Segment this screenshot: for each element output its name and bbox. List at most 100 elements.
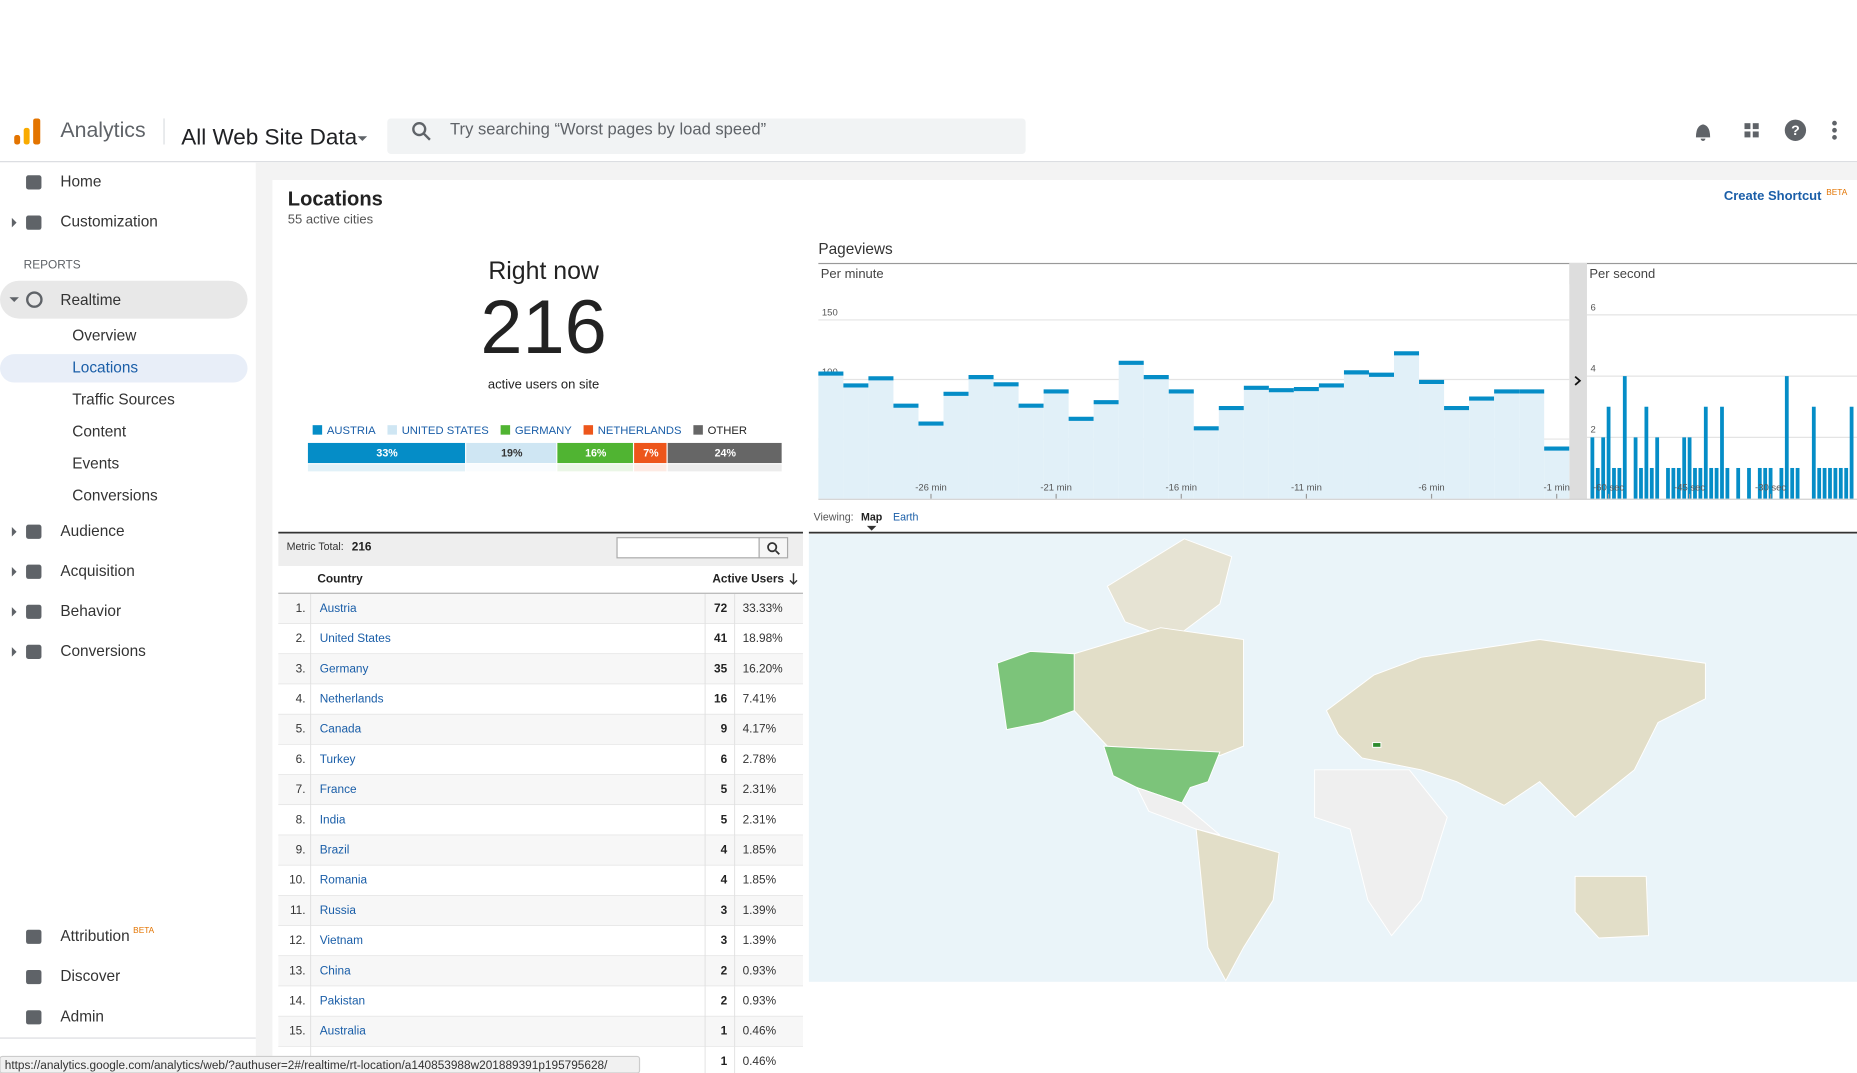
country-link[interactable]: Brazil: [320, 842, 350, 856]
bar: [1833, 467, 1838, 499]
nav-item[interactable]: Customization: [60, 214, 157, 231]
y-tick-label: 2: [1591, 425, 1596, 436]
row-rank: 8.: [296, 812, 306, 826]
active-users-percent: 18.98%: [743, 631, 784, 645]
search-box[interactable]: [387, 118, 1026, 154]
col-border: [734, 865, 736, 896]
country-link[interactable]: Austria: [320, 601, 357, 615]
country-link[interactable]: Netherlands: [320, 691, 384, 705]
row-border: [278, 1015, 803, 1017]
help-icon[interactable]: [1784, 119, 1807, 141]
viewing-label: Viewing:: [814, 511, 854, 523]
row-border: [278, 744, 803, 745]
country-link[interactable]: Australia: [320, 1024, 366, 1038]
table-search[interactable]: [616, 537, 760, 559]
country-link[interactable]: United States: [320, 631, 391, 645]
bar: [1666, 467, 1670, 499]
bar: [868, 378, 894, 499]
nav-subitem[interactable]: Events: [72, 455, 119, 472]
legend-swatch: [312, 425, 323, 435]
nav-item[interactable]: Behavior: [60, 603, 121, 620]
country-link[interactable]: China: [320, 963, 351, 977]
country-link[interactable]: Russia: [320, 903, 357, 917]
nav-item[interactable]: Conversions: [60, 643, 146, 660]
country-link[interactable]: Turkey: [320, 752, 356, 766]
active-users: 2: [721, 963, 728, 977]
x-tick-label: -26 min: [915, 482, 947, 493]
country-link[interactable]: France: [320, 782, 357, 796]
column-header[interactable]: Country: [317, 571, 363, 585]
active-users: 2: [721, 993, 728, 1007]
bar: [1693, 467, 1697, 499]
more-icon[interactable]: [1832, 120, 1837, 140]
apps-icon[interactable]: [1744, 123, 1759, 138]
country-link[interactable]: India: [320, 812, 346, 826]
country-link[interactable]: Germany: [320, 661, 369, 675]
table-search-button[interactable]: [758, 537, 789, 559]
nav-item[interactable]: Realtime: [60, 292, 121, 309]
map[interactable]: [808, 534, 1857, 982]
breakdown-segment: [634, 442, 667, 464]
nav-subitem[interactable]: Content: [72, 423, 127, 440]
table-body: 1. Austria 72 33.33%2. United States 41 18.98%…: [278, 593, 803, 1073]
nav-subitem[interactable]: Traffic Sources: [72, 391, 175, 408]
expand-arrow[interactable]: [1574, 375, 1582, 386]
nav-item[interactable]: Home: [60, 173, 101, 190]
sort-arrow[interactable]: [789, 573, 798, 585]
expand-caret[interactable]: [11, 567, 17, 577]
bar: [1118, 362, 1144, 499]
nav-item[interactable]: Attribution: [60, 928, 129, 945]
column-header[interactable]: Active Users: [712, 571, 784, 585]
row-rank: 4.: [296, 691, 306, 705]
bar: [1293, 389, 1319, 499]
col-border: [310, 895, 312, 926]
nav-item[interactable]: Audience: [60, 523, 124, 540]
view-option[interactable]: Earth: [893, 511, 919, 523]
metric-label: Metric Total:: [287, 541, 344, 553]
chart-divider[interactable]: [1569, 262, 1587, 499]
expand-caret[interactable]: [11, 527, 17, 537]
legend-label: NETHERLANDS: [598, 425, 682, 437]
country-link[interactable]: Canada: [320, 722, 362, 736]
expand-caret[interactable]: [11, 647, 17, 657]
nav-subitem[interactable]: Locations: [72, 359, 138, 376]
bar: [1243, 387, 1269, 499]
per-second-chart: Per second 2 4 6 -60 sec -45 sec -30 sec: [1586, 266, 1857, 499]
active-users: 3: [721, 933, 728, 947]
search-glyph: [775, 550, 780, 555]
nav-icon: [26, 215, 42, 230]
nav-item[interactable]: Discover: [60, 968, 120, 985]
col-border: [310, 593, 312, 624]
bar: [1703, 406, 1708, 499]
nav-subitem[interactable]: Conversions: [72, 487, 158, 504]
property-selector[interactable]: All Web Site Data: [181, 125, 357, 150]
nav-item[interactable]: Acquisition: [60, 563, 134, 580]
active-users-percent: 0.93%: [743, 963, 777, 977]
expand-caret[interactable]: [11, 607, 17, 617]
segment-label: 16%: [585, 447, 607, 459]
nav-icon: [26, 929, 42, 944]
nav-item[interactable]: Admin: [60, 1008, 104, 1025]
legend-label: AUSTRIA: [327, 425, 376, 437]
country-link[interactable]: Pakistan: [320, 993, 365, 1007]
country-link[interactable]: Vietnam: [320, 933, 363, 947]
segment-label: 33%: [376, 447, 398, 459]
notifications-icon[interactable]: [1695, 124, 1711, 141]
segment-label: 19%: [501, 447, 523, 459]
nav-subitem[interactable]: Overview: [72, 327, 137, 344]
create-shortcut[interactable]: Create Shortcut: [1724, 188, 1822, 203]
search-placeholder[interactable]: Try searching “Worst pages by load speed…: [450, 120, 766, 139]
country-link[interactable]: Romania: [320, 873, 368, 887]
view-option[interactable]: Map: [861, 511, 883, 523]
dropdown-caret[interactable]: [357, 136, 368, 141]
bar: [1714, 467, 1719, 499]
bar: [968, 377, 994, 499]
expand-caret[interactable]: [9, 297, 19, 303]
bar: [818, 373, 844, 499]
table-header: [278, 566, 803, 594]
expand-caret[interactable]: [11, 217, 17, 228]
table-row: [278, 593, 803, 624]
table-row: [278, 865, 803, 896]
row-border: [278, 955, 803, 957]
bar: [1494, 391, 1520, 499]
